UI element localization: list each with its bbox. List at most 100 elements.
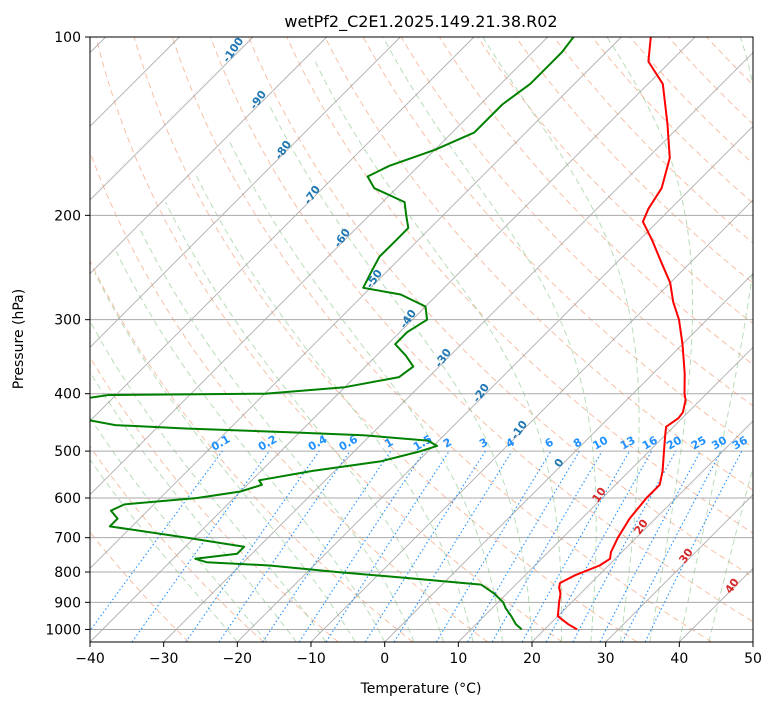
isotherm <box>90 37 548 496</box>
dry-adiabat <box>90 259 414 642</box>
y-tick-label: 200 <box>54 208 81 224</box>
x-tick-label: −40 <box>75 651 105 667</box>
dry-adiabat <box>553 37 753 244</box>
mixing-ratio-label: 10 <box>591 433 611 452</box>
isotherm <box>163 52 753 642</box>
x-tick-label: 10 <box>449 651 467 667</box>
dry-adiabat <box>209 37 753 623</box>
moist-adiabat <box>90 320 327 642</box>
y-tick-label: 700 <box>54 531 81 547</box>
mixing-ratio-line <box>90 450 223 632</box>
mixing-ratio-line <box>545 450 653 642</box>
y-tick-label: 400 <box>54 387 81 403</box>
mixing-ratio-label: 0.4 <box>306 432 330 453</box>
dry-adiabat <box>171 37 712 642</box>
dry-adiabat-label: -70 <box>301 183 323 207</box>
x-tick-label: −10 <box>296 651 326 667</box>
x-axis-label: Temperature (°C) <box>360 681 482 697</box>
moist-adiabat <box>115 251 386 642</box>
mixing-ratio-line <box>131 450 270 642</box>
temperature-line <box>556 37 687 631</box>
mixing-ratio-line <box>393 450 513 642</box>
mixing-ratio-line <box>521 450 630 642</box>
y-tick-label: 100 <box>54 30 81 46</box>
mixing-ratio-label: 13 <box>618 434 638 453</box>
chart-title: wetPf2_C2E1.2025.149.21.38.R02 <box>284 12 557 32</box>
dry-adiabat-label: -20 <box>470 381 492 405</box>
isotherm <box>90 37 696 642</box>
y-tick-label: 600 <box>54 491 81 507</box>
mixing-ratio-line <box>572 450 677 642</box>
dry-adiabat <box>400 37 753 407</box>
isotherm <box>531 420 753 642</box>
mixing-ratio-label: 0.1 <box>209 433 232 454</box>
mixing-ratio-line <box>218 450 351 642</box>
reference-line-labels: 0.1 0.2 0.4 0.6 1 1.5 2 3 4 6 8 10 13 16 20 25 30 36-100-… <box>209 37 750 596</box>
moist-adiabat-label: 40 <box>722 576 742 596</box>
isotherm <box>90 37 622 569</box>
isotherm <box>90 37 327 275</box>
reference-lines <box>90 37 753 642</box>
y-tick-label: 1000 <box>45 622 81 638</box>
moist-adiabat <box>268 104 533 642</box>
y-axis: 100 200 300 400 500 600 700 800 900 1000 <box>45 30 90 638</box>
dry-adiabat <box>95 37 563 642</box>
dry-adiabat <box>90 445 264 642</box>
moist-adiabat <box>382 37 597 642</box>
isotherm <box>605 494 753 642</box>
moist-adiabat-label: 10 <box>589 485 609 505</box>
isotherm <box>90 37 401 348</box>
y-axis-label: Pressure (hPa) <box>11 289 27 389</box>
moist-adiabat <box>678 37 753 642</box>
x-tick-label: 50 <box>744 651 762 667</box>
isotherm <box>90 37 475 422</box>
isotherm <box>679 567 753 642</box>
mixing-ratio-label: 30 <box>709 433 729 452</box>
dry-adiabat-label: -30 <box>432 346 454 370</box>
mixing-ratio-line <box>185 450 320 642</box>
mixing-ratio-line <box>644 450 743 642</box>
isotherm <box>90 37 254 201</box>
mixing-ratio-label: 8 <box>571 436 584 451</box>
mixing-ratio-label: 0.2 <box>256 433 279 454</box>
dry-adiabat <box>90 356 339 642</box>
moist-adiabat <box>314 61 563 642</box>
x-tick-label: 40 <box>670 651 688 667</box>
dry-adiabat <box>90 531 190 642</box>
dry-adiabat <box>90 150 488 642</box>
y-tick-label: 300 <box>54 313 81 329</box>
x-tick-label: 20 <box>523 651 541 667</box>
y-tick-label: 800 <box>54 565 81 581</box>
dry-adiabat <box>286 37 753 534</box>
mixing-ratio-label: 16 <box>640 433 660 452</box>
isotherm <box>384 273 753 642</box>
dry-adiabat <box>248 37 753 578</box>
dry-adiabat <box>667 37 753 125</box>
dry-adiabat-label: -50 <box>363 267 385 291</box>
moist-adiabat <box>90 416 268 642</box>
moist-adiabat <box>90 370 297 642</box>
dry-adiabat <box>362 37 753 449</box>
plot-frame <box>89 36 754 643</box>
isotherm <box>752 641 753 642</box>
mixing-ratio-label: 36 <box>730 433 750 452</box>
moist-adiabat <box>482 37 640 642</box>
dry-adiabat <box>324 37 753 491</box>
isotherm <box>310 199 753 642</box>
x-tick-label: −20 <box>223 651 253 667</box>
y-tick-label: 500 <box>54 444 81 460</box>
mixing-ratio-line <box>325 450 450 642</box>
dry-adiabat <box>705 37 753 86</box>
mixing-ratio-line <box>467 450 580 642</box>
moist-adiabat <box>165 201 445 642</box>
profile-series <box>90 37 687 631</box>
moist-adiabat <box>139 227 415 642</box>
mixing-ratio-label: 6 <box>543 435 556 450</box>
moist-adiabat <box>94 272 356 642</box>
x-tick-label: −30 <box>149 651 179 667</box>
dry-adiabat <box>438 37 753 366</box>
dry-adiabat-label: 0 <box>552 456 567 470</box>
isotherm <box>237 125 753 642</box>
y-tick-label: 900 <box>54 595 81 611</box>
x-tick-label: 30 <box>597 651 615 667</box>
